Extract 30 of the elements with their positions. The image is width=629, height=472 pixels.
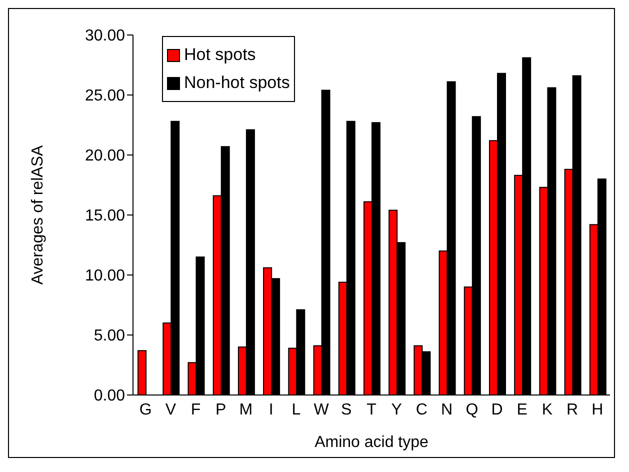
x-tick-label: F [190,401,201,418]
x-tick-label: V [165,401,176,418]
y-tick-label: 20.00 [84,148,126,165]
y-tick-label: 5.00 [94,328,126,345]
x-tick-label: N [441,401,453,418]
x-tick-label: P [216,401,226,418]
y-tick-label: 25.00 [84,88,126,105]
y-tick-label: 15.00 [84,208,126,225]
legend-label: Hot spots [184,44,256,66]
x-tick-label: H [592,401,604,418]
x-tick-label: S [341,401,352,418]
x-axis-title: Amino acid type [314,434,429,451]
x-tick-label: I [268,401,274,418]
x-tick-label: G [139,401,152,418]
x-tick-label: M [239,401,253,418]
y-tick-label: 10.00 [84,268,126,285]
x-tick-label: Q [466,401,478,418]
x-tick-label: Y [391,401,402,418]
y-axis-title: Averages of relASA [30,145,47,285]
x-tick-label: E [516,401,528,418]
x-tick-label: D [491,401,503,418]
legend-label: Non-hot spots [184,72,290,94]
x-tick-label: W [314,401,330,418]
x-tick-label: C [416,401,428,418]
y-tick-label: 0.00 [94,388,126,405]
y-tick-label: 30.00 [84,28,126,45]
x-tick-label: L [292,401,301,418]
x-tick-label: R [566,401,578,418]
x-tick-label: K [542,401,553,418]
x-tick-label: T [366,401,377,418]
